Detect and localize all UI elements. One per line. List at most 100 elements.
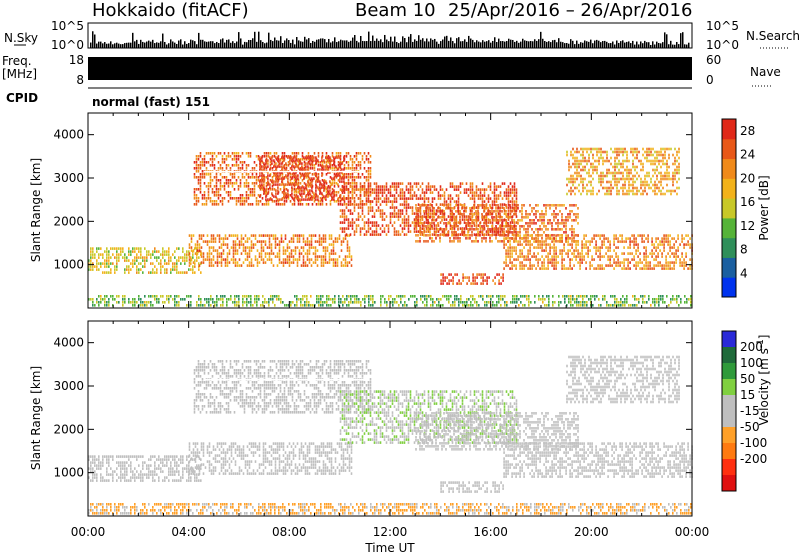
data-cell — [245, 246, 247, 249]
data-cell — [325, 186, 327, 189]
data-cell — [251, 246, 253, 249]
data-cell — [293, 249, 295, 252]
data-cell — [520, 295, 522, 298]
data-cell — [354, 233, 356, 236]
data-cell — [378, 188, 380, 191]
data-cell — [460, 301, 462, 304]
data-cell — [322, 203, 324, 206]
data-cell — [516, 200, 518, 203]
data-cell — [337, 258, 339, 261]
data-cell — [108, 298, 110, 301]
data-cell — [327, 189, 329, 192]
data-cell — [300, 176, 302, 179]
data-cell — [323, 234, 325, 237]
noise-bar — [244, 42, 246, 48]
data-cell — [497, 210, 499, 213]
noise-bar — [316, 40, 318, 48]
noise-bar — [644, 41, 646, 48]
data-cell — [521, 243, 523, 246]
data-cell — [364, 161, 366, 164]
data-cell — [481, 231, 483, 234]
data-cell — [400, 203, 402, 206]
data-cell — [392, 194, 394, 197]
data-cell — [295, 195, 297, 198]
data-cell — [626, 298, 628, 301]
data-cell — [218, 152, 220, 155]
data-cell — [408, 203, 410, 206]
data-cell — [254, 167, 256, 170]
noise-bar — [168, 43, 170, 48]
data-cell — [348, 218, 350, 221]
data-cell — [360, 152, 362, 155]
noise-bar — [270, 40, 272, 48]
noise-bar — [468, 36, 470, 48]
data-cell — [360, 206, 362, 209]
data-cell — [200, 271, 202, 274]
data-cell — [541, 237, 543, 240]
data-cell — [543, 258, 545, 261]
data-cell — [472, 188, 474, 191]
noise-bar — [574, 44, 576, 48]
data-cell — [527, 216, 529, 219]
data-cell — [204, 176, 206, 179]
data-cell — [134, 304, 136, 307]
data-cell — [309, 162, 311, 165]
data-cell — [553, 249, 555, 252]
data-cell — [500, 227, 502, 230]
data-cell — [168, 298, 170, 301]
data-cell — [116, 262, 118, 265]
data-cell — [594, 298, 596, 301]
data-cell — [585, 234, 587, 237]
noise-bar — [172, 41, 174, 48]
data-cell — [506, 230, 508, 233]
data-cell — [516, 215, 518, 218]
noise-bar — [94, 35, 96, 48]
data-cell — [629, 252, 631, 255]
data-cell — [321, 168, 323, 171]
data-cell — [684, 301, 686, 304]
data-cell — [200, 176, 202, 179]
data-cell — [172, 268, 174, 271]
data-cell — [599, 255, 601, 258]
data-cell — [329, 159, 331, 162]
data-cell — [194, 176, 196, 179]
data-cell — [504, 203, 506, 206]
data-cell — [561, 216, 563, 219]
data-cell — [415, 216, 417, 219]
data-cell — [521, 267, 523, 270]
data-cell — [455, 222, 457, 225]
noise-bar — [378, 41, 380, 48]
data-cell — [168, 295, 170, 298]
data-cell — [539, 228, 541, 231]
data-cell — [168, 247, 170, 250]
data-cell — [202, 161, 204, 164]
data-cell — [557, 204, 559, 207]
data-cell — [98, 262, 100, 265]
data-cell — [551, 240, 553, 243]
data-cell — [214, 194, 216, 197]
data-cell — [553, 234, 555, 237]
noise-bar — [490, 43, 492, 48]
noise-bar — [200, 40, 202, 48]
data-cell — [517, 240, 519, 243]
data-cell — [284, 200, 286, 203]
data-cell — [624, 301, 626, 304]
data-cell — [450, 304, 452, 307]
data-cell — [384, 191, 386, 194]
data-cell — [307, 249, 309, 252]
data-cell — [220, 167, 222, 170]
data-cell — [485, 204, 487, 207]
data-cell — [596, 295, 598, 298]
data-cell — [489, 204, 491, 207]
data-cell — [486, 233, 488, 236]
noise-bar — [418, 35, 420, 48]
data-cell — [215, 261, 217, 264]
data-cell — [593, 267, 595, 270]
data-cell — [335, 174, 337, 177]
data-cell — [503, 243, 505, 246]
data-cell — [346, 298, 348, 301]
data-cell — [374, 224, 376, 227]
data-cell — [425, 234, 427, 237]
data-cell — [348, 176, 350, 179]
data-cell — [404, 215, 406, 218]
